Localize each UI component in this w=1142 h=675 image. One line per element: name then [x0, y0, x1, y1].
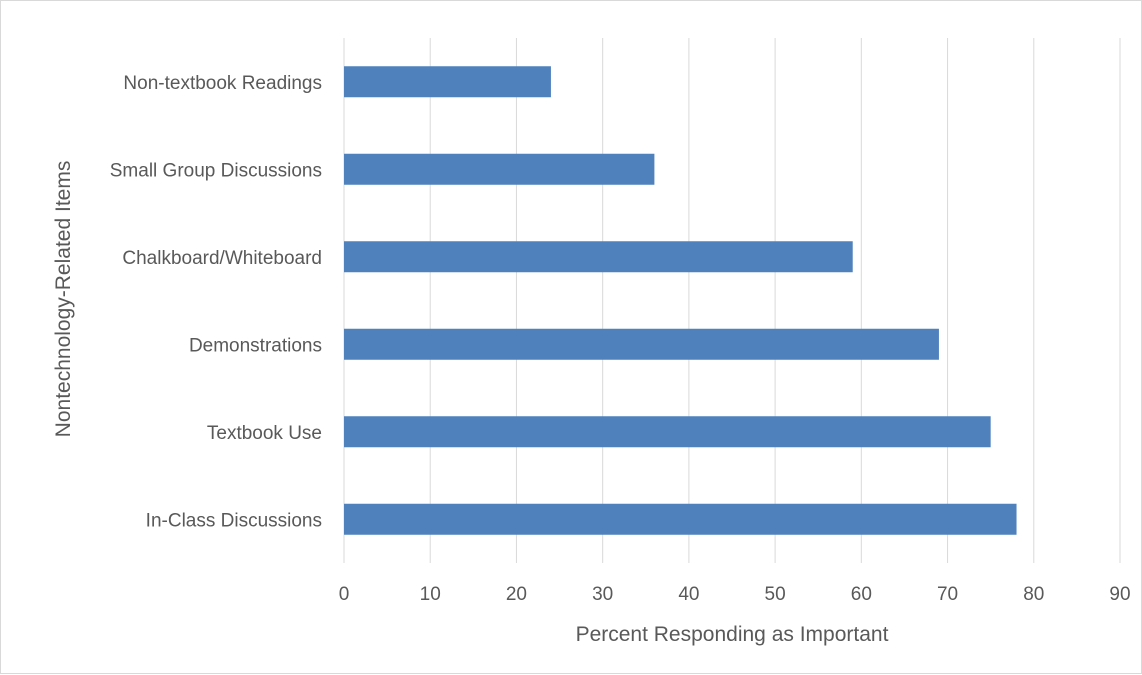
- x-tick-label: 60: [851, 584, 872, 605]
- x-axis-title: Percent Responding as Important: [576, 623, 889, 646]
- bar: [344, 416, 991, 448]
- category-label: Non-textbook Readings: [123, 73, 322, 94]
- category-label: Textbook Use: [207, 423, 322, 444]
- x-tick-label: 50: [765, 584, 786, 605]
- gridlines: [343, 38, 1121, 563]
- bar: [344, 328, 939, 360]
- x-tick-label: 70: [937, 584, 958, 605]
- category-label: Chalkboard/Whiteboard: [122, 248, 322, 269]
- bar: [344, 153, 655, 185]
- x-tick-label: 20: [506, 584, 527, 605]
- category-labels: Non-textbook Readings Small Group Discuss…: [110, 73, 322, 532]
- bar: [344, 503, 1017, 535]
- x-tick-label: 90: [1109, 584, 1130, 605]
- x-tick-label: 80: [1023, 584, 1044, 605]
- x-tick-label: 10: [420, 584, 441, 605]
- bars: [344, 66, 1017, 535]
- bar: [344, 241, 853, 273]
- category-label: In-Class Discussions: [146, 510, 322, 531]
- x-tick-labels: 0 10 20 30 40 50 60 70 80 90: [339, 584, 1131, 605]
- y-axis-title: Nontechnology-Related Items: [52, 161, 75, 438]
- x-tick-label: 40: [678, 584, 699, 605]
- bar: [344, 66, 551, 98]
- x-tick-label: 30: [592, 584, 613, 605]
- category-label: Demonstrations: [189, 335, 322, 356]
- x-tick-label: 0: [339, 584, 350, 605]
- category-label: Small Group Discussions: [110, 160, 322, 181]
